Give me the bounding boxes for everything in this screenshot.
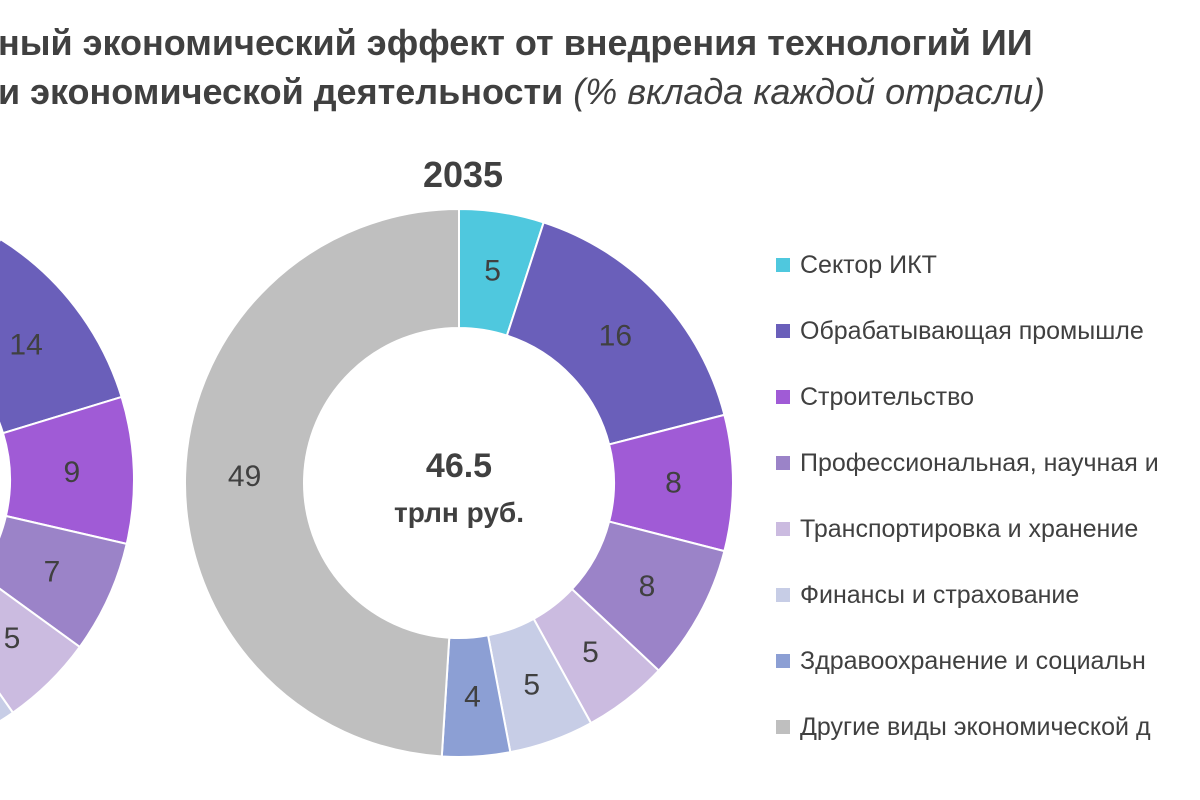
title-line-2-main: и экономической деятельности [0,71,564,112]
donut-2035-title: 2035 [423,154,503,195]
legend-swatch [776,720,790,734]
legend: Сектор ИКТ Обрабатывающая промышле Строите… [776,232,1159,760]
donut-2035-center-unit: трлн руб. [394,497,524,528]
legend-swatch [776,324,790,338]
left-slice-транспортировка-и-хранение [0,587,82,715]
left-slice-label-обрабатывающая-промышле: 14 [9,328,42,361]
legend-item: Финансы и страхование [776,562,1159,628]
slice-label-другие-виды-экономической-д: 49 [228,460,261,493]
left-slice-label-профессиональная-научная-и: 7 [44,556,61,589]
donut-2035: 5 16 8 8 5 5 4 49 [184,207,734,758]
legend-label: Финансы и страхование [800,580,1080,609]
left-slice-финансы-и-страхование [0,692,15,723]
left-slice-label-строительство: 9 [64,456,81,489]
slice-label-обрабатывающая-промышле: 16 [599,320,632,353]
legend-swatch [776,456,790,470]
legend-swatch [776,588,790,602]
legend-item: Здравоохранение и социальн [776,628,1159,694]
legend-item: Профессиональная, научная и [776,430,1159,496]
slice-label-профессиональная-научная-и: 8 [639,570,656,603]
title-line-2: и экономической деятельности (% вклада к… [0,67,1045,116]
legend-swatch [776,390,790,404]
slice-другие-виды-экономической-д [184,207,460,758]
legend-item: Строительство [776,364,1159,430]
legend-swatch [776,522,790,536]
slice-label-строительство: 8 [665,467,682,500]
legend-item: Обрабатывающая промышле [776,298,1159,364]
legend-label: Транспортировка и хранение [800,514,1139,543]
legend-swatch [776,258,790,272]
donut-2035-center-value: 46.5 [426,447,492,485]
legend-label: Строительство [800,382,974,411]
title-note: (% вклада каждой отрасли) [573,71,1046,112]
legend-item: Другие виды экономической д [776,694,1159,760]
slice-label-транспортировка-и-хранение: 5 [582,636,599,669]
title-line-1: ный экономический эффект от внедрения те… [0,22,1033,63]
legend-label: Сектор ИКТ [800,250,937,279]
slice-label-финансы-и-страхование: 5 [523,668,540,701]
legend-swatch [776,654,790,668]
legend-label: Здравоохранение и социальн [800,646,1146,675]
legend-label: Профессиональная, научная и [800,448,1159,477]
legend-label: Обрабатывающая промышле [800,316,1144,345]
left-slice-label-транспортировка-и-хранение: 5 [4,622,21,655]
slice-label-сектор-икт: 5 [484,255,501,288]
legend-item: Транспортировка и хранение [776,496,1159,562]
slice-label-здравоохранение-и-социальн: 4 [464,681,481,714]
legend-item: Сектор ИКТ [776,232,1159,298]
legend-label: Другие виды экономической д [800,712,1151,741]
chart-title: ный экономический эффект от внедрения те… [0,18,1045,116]
donut-partial-left: 14 9 75 [0,237,135,723]
